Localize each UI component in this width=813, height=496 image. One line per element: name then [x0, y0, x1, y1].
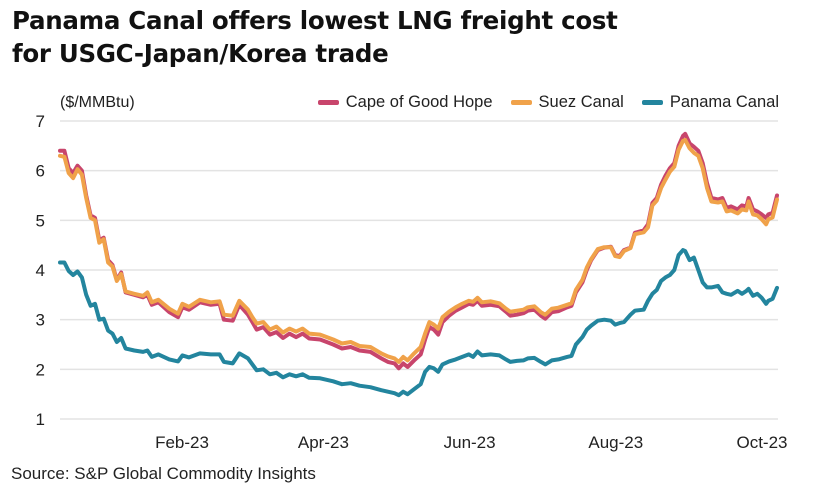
chart-title: Panama Canal offers lowest LNG freight c…: [12, 4, 618, 70]
chart-legend: Cape of Good Hope Suez Canal Panama Cana…: [300, 93, 779, 112]
legend-item-suez-canal: Suez Canal: [510, 93, 624, 112]
x-tick-label: Aug-23: [588, 433, 643, 452]
y-tick-label: 5: [36, 211, 45, 230]
chart-title-line-1: Panama Canal offers lowest LNG freight c…: [12, 6, 618, 35]
y-tick-label: 7: [36, 112, 45, 131]
y-axis-ticks: 1 2 3 4 5 6 7: [36, 112, 45, 429]
legend-label-cape-of-good-hope: Cape of Good Hope: [345, 93, 493, 111]
legend-item-panama-canal: Panama Canal: [641, 93, 779, 112]
y-tick-label: 1: [36, 410, 45, 429]
series-line-cape-of-good-hope: [58, 131, 779, 371]
y-axis-unit-label: ($/MMBtu): [60, 94, 135, 111]
legend-label-suez-canal: Suez Canal: [538, 93, 624, 111]
y-tick-label: 3: [36, 311, 45, 330]
source-note: Source: S&P Global Commodity Insights: [11, 464, 316, 483]
legend-swatch-suez-canal: [510, 100, 532, 105]
chart-title-line-2: for USGC-Japan/Korea trade: [12, 39, 389, 68]
y-tick-label: 4: [36, 261, 45, 280]
x-tick-label: Feb-23: [155, 433, 209, 452]
x-tick-label: Apr-23: [298, 433, 349, 452]
y-tick-label: 2: [36, 360, 45, 379]
x-tick-label: Jun-23: [444, 433, 496, 452]
y-tick-label: 6: [36, 162, 45, 181]
legend-swatch-panama-canal: [641, 100, 663, 105]
series-line-suez-canal: [58, 137, 779, 364]
x-axis-ticks: Feb-23 Apr-23 Jun-23 Aug-23 Oct-23: [155, 433, 787, 452]
x-tick-label: Oct-23: [736, 433, 787, 452]
series-line-panama-canal: [58, 248, 779, 398]
legend-label-panama-canal: Panama Canal: [669, 93, 779, 111]
legend-swatch-cape-of-good-hope: [317, 100, 339, 105]
legend-item-cape-of-good-hope: Cape of Good Hope: [317, 93, 493, 112]
series-lines: [58, 131, 779, 398]
gridlines: [60, 120, 778, 420]
